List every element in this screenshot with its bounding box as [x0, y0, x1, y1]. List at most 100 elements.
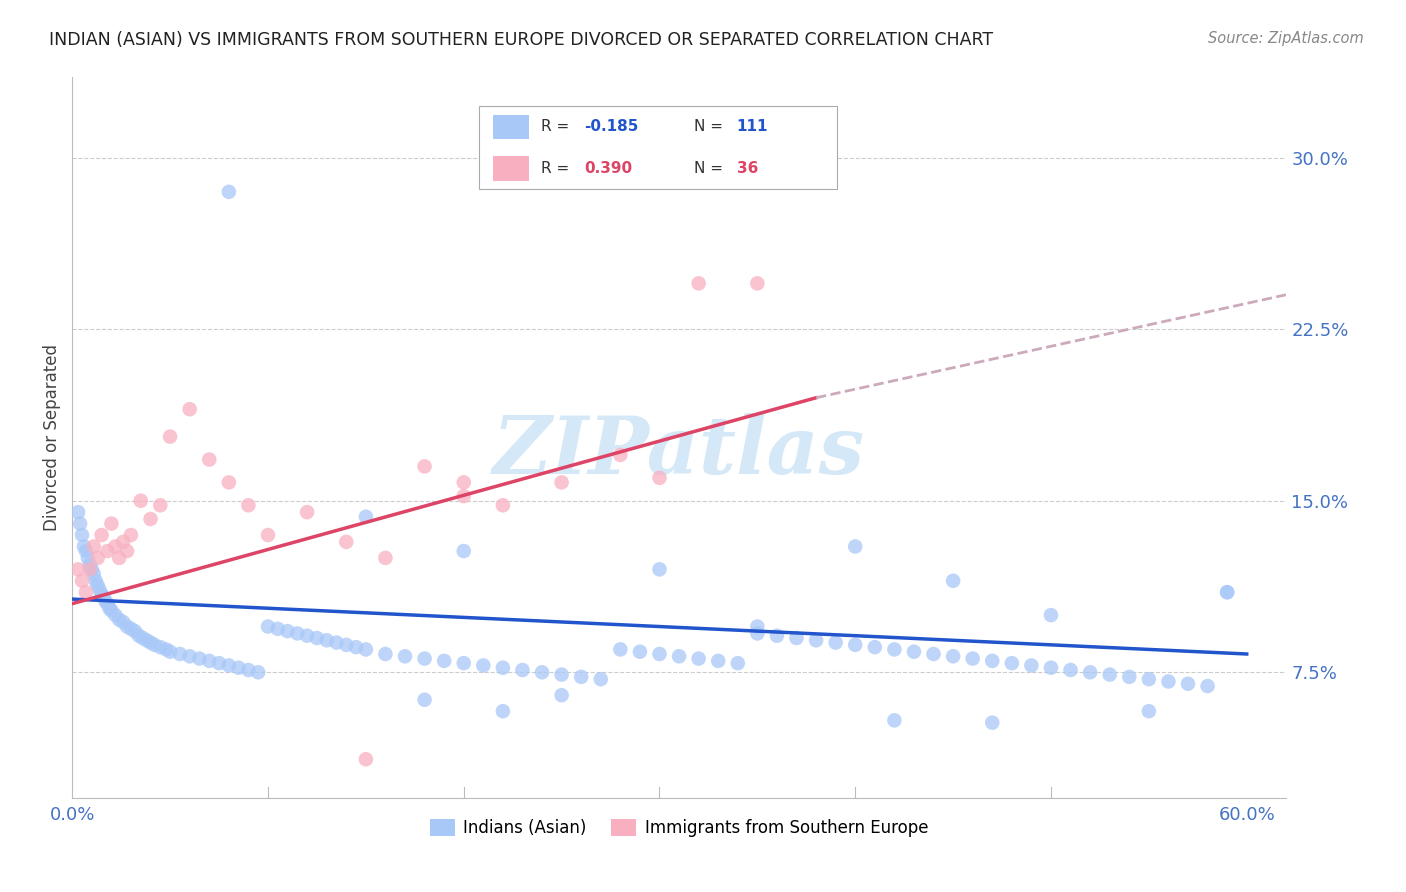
Point	[962, 651, 984, 665]
Point	[413, 459, 436, 474]
Point	[413, 692, 436, 706]
Point	[1137, 672, 1160, 686]
Point	[668, 649, 690, 664]
Point	[688, 277, 710, 291]
Point	[198, 654, 221, 668]
Point	[492, 661, 515, 675]
Point	[1216, 585, 1239, 599]
Point	[1059, 663, 1081, 677]
Point	[247, 665, 270, 680]
Point	[70, 574, 93, 588]
Point	[786, 631, 808, 645]
Point	[453, 544, 475, 558]
Point	[169, 647, 191, 661]
Point	[747, 619, 769, 633]
Point	[648, 471, 671, 485]
Point	[453, 475, 475, 490]
Point	[747, 277, 769, 291]
Point	[96, 597, 118, 611]
Point	[115, 619, 138, 633]
Point	[77, 550, 100, 565]
Text: INDIAN (ASIAN) VS IMMIGRANTS FROM SOUTHERN EUROPE DIVORCED OR SEPARATED CORRELAT: INDIAN (ASIAN) VS IMMIGRANTS FROM SOUTHE…	[49, 31, 993, 49]
Point	[100, 516, 122, 531]
Point	[707, 654, 730, 668]
Point	[83, 566, 105, 581]
Point	[79, 562, 101, 576]
Point	[124, 624, 146, 639]
Point	[104, 608, 127, 623]
Point	[149, 498, 172, 512]
Point	[883, 642, 905, 657]
Point	[335, 638, 357, 652]
Point	[1021, 658, 1043, 673]
Point	[1197, 679, 1219, 693]
Point	[766, 629, 789, 643]
Point	[128, 629, 150, 643]
Point	[179, 402, 201, 417]
Point	[981, 654, 1004, 668]
Point	[218, 658, 240, 673]
Point	[1216, 585, 1239, 599]
Point	[86, 550, 108, 565]
Point	[804, 633, 827, 648]
Point	[257, 528, 280, 542]
Point	[93, 590, 115, 604]
Point	[453, 489, 475, 503]
Point	[155, 642, 177, 657]
Point	[589, 672, 612, 686]
Point	[844, 540, 866, 554]
Point	[335, 535, 357, 549]
Point	[315, 633, 337, 648]
Point	[98, 601, 121, 615]
Point	[747, 626, 769, 640]
Point	[70, 528, 93, 542]
Point	[1040, 661, 1063, 675]
Point	[79, 558, 101, 572]
Point	[131, 631, 153, 645]
Point	[73, 540, 96, 554]
Point	[981, 715, 1004, 730]
Point	[94, 594, 117, 608]
Point	[374, 550, 396, 565]
Point	[295, 629, 318, 643]
Point	[354, 509, 377, 524]
Point	[512, 663, 534, 677]
Point	[903, 645, 925, 659]
Point	[218, 475, 240, 490]
Point	[179, 649, 201, 664]
Point	[257, 619, 280, 633]
Point	[96, 544, 118, 558]
Point	[84, 574, 107, 588]
Point	[1001, 656, 1024, 670]
Point	[1157, 674, 1180, 689]
Point	[492, 498, 515, 512]
Point	[569, 670, 592, 684]
Point	[115, 544, 138, 558]
Point	[238, 498, 260, 512]
Point	[1177, 677, 1199, 691]
Point	[285, 626, 308, 640]
Point	[67, 505, 90, 519]
Point	[208, 656, 231, 670]
Point	[267, 622, 290, 636]
Point	[727, 656, 749, 670]
Legend: Indians (Asian), Immigrants from Southern Europe: Indians (Asian), Immigrants from Souther…	[423, 813, 935, 844]
Point	[188, 651, 211, 665]
Text: Source: ZipAtlas.com: Source: ZipAtlas.com	[1208, 31, 1364, 46]
Point	[354, 752, 377, 766]
Point	[453, 656, 475, 670]
Point	[648, 562, 671, 576]
Point	[1078, 665, 1101, 680]
Point	[1118, 670, 1140, 684]
Point	[942, 574, 965, 588]
Point	[295, 505, 318, 519]
Point	[90, 587, 112, 601]
Point	[86, 578, 108, 592]
Point	[100, 603, 122, 617]
Point	[108, 550, 131, 565]
Point	[550, 475, 572, 490]
Point	[609, 448, 631, 462]
Point	[112, 535, 135, 549]
Point	[218, 185, 240, 199]
Point	[413, 651, 436, 665]
